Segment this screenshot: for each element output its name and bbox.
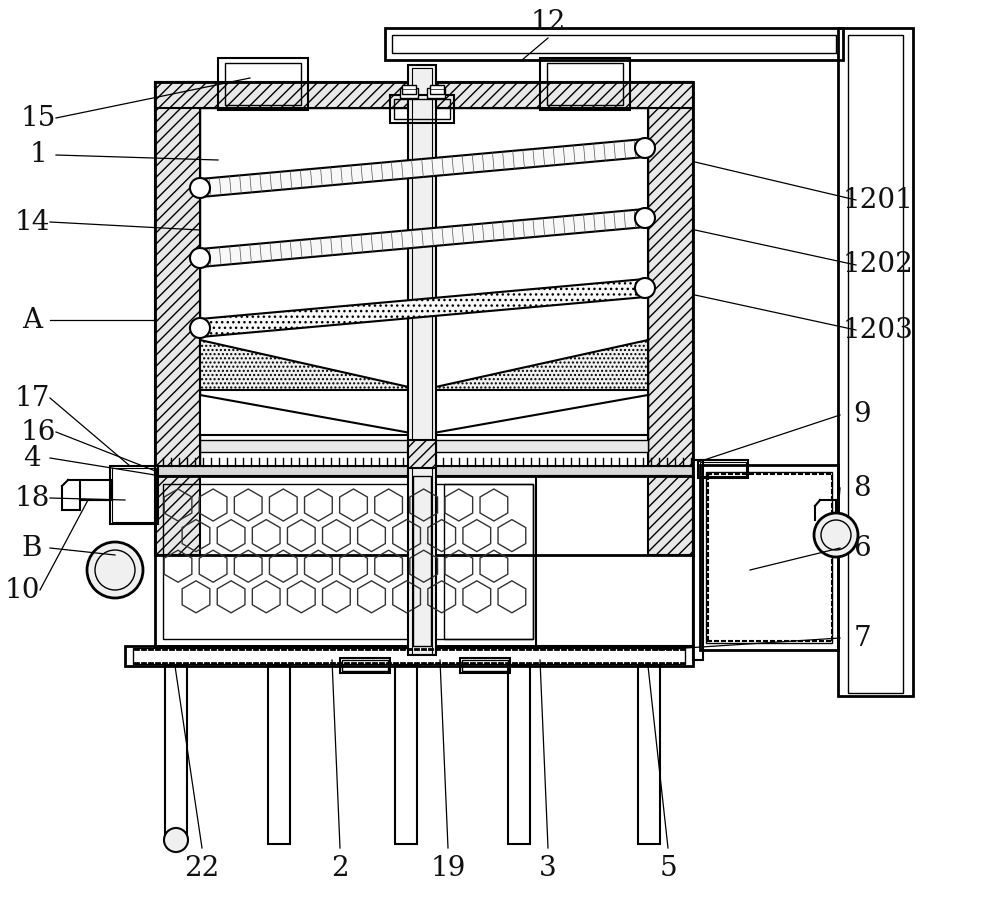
Text: 15: 15 — [20, 104, 56, 132]
Bar — [340, 658, 390, 673]
Polygon shape — [200, 395, 422, 435]
Polygon shape — [199, 139, 646, 197]
Bar — [413, 476, 431, 646]
Circle shape — [164, 828, 188, 852]
Bar — [200, 108, 648, 468]
Bar — [225, 63, 301, 105]
Circle shape — [87, 542, 143, 598]
Circle shape — [814, 513, 858, 557]
Bar — [700, 465, 838, 650]
Text: 1202: 1202 — [843, 252, 913, 279]
Text: B: B — [22, 535, 42, 561]
Bar — [125, 646, 693, 666]
Bar — [693, 460, 703, 660]
Polygon shape — [155, 82, 693, 108]
Bar — [392, 35, 836, 53]
Circle shape — [190, 248, 210, 268]
Bar — [394, 99, 450, 119]
Bar — [700, 462, 746, 476]
Bar — [342, 660, 388, 671]
Bar — [408, 65, 436, 655]
Text: 3: 3 — [539, 854, 557, 882]
Bar — [218, 58, 308, 110]
Bar — [400, 88, 418, 98]
Text: 1203: 1203 — [843, 317, 913, 343]
Bar — [268, 666, 290, 844]
Text: 18: 18 — [14, 485, 50, 511]
Text: A: A — [22, 307, 42, 333]
Text: 9: 9 — [853, 401, 871, 429]
Bar — [462, 660, 508, 671]
Circle shape — [635, 138, 655, 158]
Bar — [848, 35, 903, 693]
Bar — [200, 440, 648, 452]
Polygon shape — [199, 279, 646, 337]
Polygon shape — [200, 340, 422, 390]
Circle shape — [190, 178, 210, 198]
Text: 8: 8 — [853, 475, 871, 501]
Bar — [706, 472, 832, 643]
Bar — [838, 28, 913, 696]
Polygon shape — [422, 395, 648, 435]
Bar — [390, 95, 454, 123]
Bar — [508, 666, 530, 844]
Text: 14: 14 — [14, 209, 50, 235]
Bar — [155, 476, 693, 646]
Polygon shape — [648, 82, 693, 555]
Text: 1: 1 — [29, 142, 47, 169]
Bar — [155, 466, 693, 476]
Bar — [547, 63, 623, 105]
Polygon shape — [199, 209, 646, 267]
Circle shape — [635, 278, 655, 298]
Polygon shape — [408, 440, 436, 468]
Polygon shape — [422, 340, 648, 390]
Text: 22: 22 — [184, 854, 220, 882]
Text: 17: 17 — [14, 384, 50, 411]
Bar — [536, 476, 693, 646]
Bar — [155, 82, 693, 555]
Text: 2: 2 — [331, 854, 349, 882]
Text: 10: 10 — [4, 577, 40, 604]
Bar — [133, 648, 685, 664]
Bar — [430, 85, 444, 94]
Bar — [402, 85, 416, 94]
Bar — [395, 666, 417, 844]
Text: 16: 16 — [20, 419, 56, 446]
Circle shape — [190, 318, 210, 338]
Text: 7: 7 — [853, 625, 871, 652]
Text: 5: 5 — [659, 854, 677, 882]
Bar — [638, 666, 660, 844]
Bar — [163, 484, 533, 639]
Bar — [112, 468, 156, 522]
Text: 19: 19 — [430, 854, 466, 882]
Bar — [444, 484, 533, 639]
Text: 4: 4 — [23, 445, 41, 471]
Text: 1201: 1201 — [843, 186, 913, 213]
Text: 12: 12 — [530, 8, 566, 35]
Bar — [110, 466, 158, 524]
Bar — [385, 28, 843, 60]
Bar — [460, 658, 510, 673]
Bar — [540, 58, 630, 110]
Circle shape — [635, 208, 655, 228]
Polygon shape — [155, 82, 200, 555]
Bar — [412, 68, 432, 654]
Bar — [427, 88, 445, 98]
Text: 6: 6 — [853, 535, 871, 561]
Bar — [698, 460, 748, 478]
Bar — [165, 666, 187, 844]
